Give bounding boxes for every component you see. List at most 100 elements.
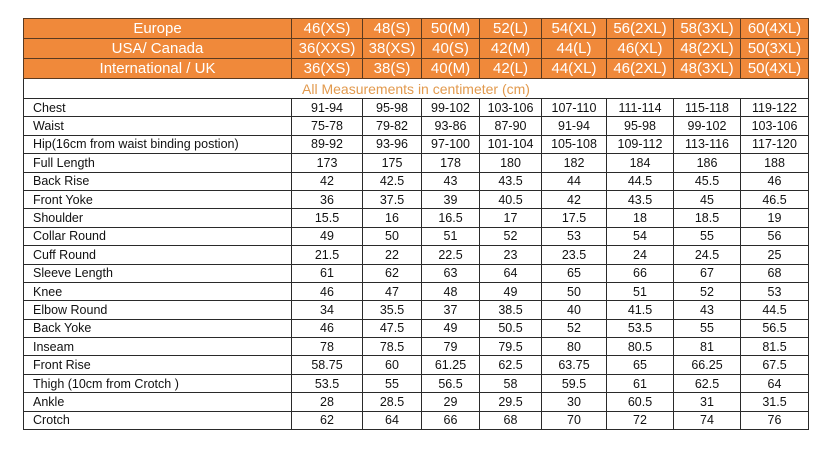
- measurement-value: 44.5: [740, 300, 809, 320]
- measurement-value: 43: [673, 300, 741, 320]
- size-header-row: Europe 46(XS) 48(S) 50(M) 52(L) 54(XL) 56(2XL)…: [23, 18, 809, 39]
- table-row: Cuff Round 21.5 22 22.5 23 23.5 24 24.5 25: [23, 245, 809, 265]
- table-row: Chest 91-94 95-98 99-102 103-106 107-110 111-1…: [23, 97, 809, 118]
- measurement-label: Inseam: [23, 337, 292, 357]
- size-cell: 50(3XL): [740, 38, 809, 59]
- measurement-label: Chest: [23, 97, 292, 118]
- measurement-value: 29: [421, 392, 480, 412]
- table-row: Shoulder 15.5 16 16.5 17 17.5 18 18.5 19: [23, 208, 809, 228]
- measurement-value: 54: [606, 226, 674, 247]
- measurement-value: 115-118: [673, 97, 741, 118]
- measurement-value: 50.5: [479, 318, 542, 339]
- measurement-value: 59.5: [541, 373, 607, 394]
- measurement-value: 60.5: [606, 392, 674, 412]
- measurement-value: 47.5: [362, 318, 422, 339]
- measurement-value: 66: [421, 410, 480, 431]
- measurement-value: 42.5: [362, 171, 422, 191]
- measurement-value: 107-110: [541, 97, 607, 118]
- measurement-value: 56: [740, 226, 809, 247]
- measurement-value: 186: [673, 153, 741, 173]
- measurement-label: Sleeve Length: [23, 263, 292, 283]
- measurement-value: 119-122: [740, 97, 809, 118]
- size-cell: 56(2XL): [606, 18, 674, 39]
- size-cell: 42(L): [479, 58, 542, 79]
- unit-note-row: All Measurements in centimeter (cm): [23, 78, 809, 99]
- measurement-value: 67.5: [740, 355, 809, 375]
- measurement-value: 178: [421, 153, 480, 173]
- size-chart-table: Europe 46(XS) 48(S) 50(M) 52(L) 54(XL) 56(2XL)…: [23, 18, 809, 431]
- measurement-value: 79: [421, 337, 480, 357]
- measurement-value: 95-98: [606, 116, 674, 136]
- measurement-value: 17: [479, 208, 542, 228]
- table-row: Sleeve Length 61 62 63 64 65 66 67 68: [23, 263, 809, 283]
- measurement-value: 52: [673, 281, 741, 302]
- measurement-value: 51: [421, 226, 480, 247]
- measurement-value: 80: [541, 337, 607, 357]
- table-row: Front Yoke 36 37.5 39 40.5 42 43.5 45 46.5: [23, 189, 809, 210]
- size-cell: 38(S): [362, 58, 422, 79]
- size-system-label: USA/ Canada: [23, 38, 292, 59]
- measurement-value: 79-82: [362, 116, 422, 136]
- measurement-value: 56.5: [740, 318, 809, 339]
- measurement-value: 173: [291, 153, 363, 173]
- measurement-value: 21.5: [291, 245, 363, 265]
- measurement-value: 61: [606, 373, 674, 394]
- measurement-value: 103-106: [479, 97, 542, 118]
- measurement-value: 43.5: [479, 171, 542, 191]
- measurement-value: 52: [541, 318, 607, 339]
- measurement-label: Back Rise: [23, 171, 292, 191]
- size-cell: 50(4XL): [740, 58, 809, 79]
- table-row: Back Yoke 46 47.5 49 50.5 52 53.5 55 56.5: [23, 318, 809, 339]
- size-cell: 54(XL): [541, 18, 607, 39]
- size-cell: 48(2XL): [673, 38, 741, 59]
- size-system-label: International / UK: [23, 58, 292, 79]
- measurement-value: 66: [606, 263, 674, 283]
- size-cell: 40(M): [421, 58, 480, 79]
- measurement-value: 23.5: [541, 245, 607, 265]
- size-cell: 46(XL): [606, 38, 674, 59]
- measurement-value: 89-92: [291, 134, 363, 155]
- measurement-value: 34: [291, 300, 363, 320]
- measurement-value: 80.5: [606, 337, 674, 357]
- measurement-value: 64: [740, 373, 809, 394]
- measurement-value: 70: [541, 410, 607, 431]
- measurement-value: 67: [673, 263, 741, 283]
- measurement-value: 29.5: [479, 392, 542, 412]
- measurement-value: 37.5: [362, 189, 422, 210]
- measurement-value: 58: [479, 373, 542, 394]
- measurement-value: 19: [740, 208, 809, 228]
- measurement-value: 50: [541, 281, 607, 302]
- measurement-label: Ankle: [23, 392, 292, 412]
- measurement-value: 62: [362, 263, 422, 283]
- measurement-value: 184: [606, 153, 674, 173]
- measurement-value: 99-102: [673, 116, 741, 136]
- size-cell: 36(XXS): [291, 38, 363, 59]
- size-cell: 60(4XL): [740, 18, 809, 39]
- measurement-value: 87-90: [479, 116, 542, 136]
- measurement-label: Shoulder: [23, 208, 292, 228]
- measurement-value: 53.5: [291, 373, 363, 394]
- measurement-value: 22.5: [421, 245, 480, 265]
- table-row: Inseam 78 78.5 79 79.5 80 80.5 81 81.5: [23, 337, 809, 357]
- measurement-value: 93-96: [362, 134, 422, 155]
- measurement-label: Knee: [23, 281, 292, 302]
- measurement-value: 79.5: [479, 337, 542, 357]
- size-header-row: International / UK 36(XS) 38(S) 40(M) 42(L) 4…: [23, 58, 809, 79]
- measurement-value: 46.5: [740, 189, 809, 210]
- measurement-label: Crotch: [23, 410, 292, 431]
- measurement-value: 45: [673, 189, 741, 210]
- measurement-value: 42: [541, 189, 607, 210]
- measurement-value: 91-94: [541, 116, 607, 136]
- size-cell: 36(XS): [291, 58, 363, 79]
- measurement-value: 63.75: [541, 355, 607, 375]
- measurement-value: 105-108: [541, 134, 607, 155]
- measurement-label: Front Rise: [23, 355, 292, 375]
- measurement-value: 17.5: [541, 208, 607, 228]
- size-cell: 52(L): [479, 18, 542, 39]
- size-header-row: USA/ Canada 36(XXS) 38(XS) 40(S) 42(M) 44(L) 4…: [23, 38, 809, 59]
- table-row: Collar Round 49 50 51 52 53 54 55 56: [23, 226, 809, 247]
- measurement-value: 40: [541, 300, 607, 320]
- table-row: Back Rise 42 42.5 43 43.5 44 44.5 45.5 46: [23, 171, 809, 191]
- measurement-value: 64: [362, 410, 422, 431]
- size-cell: 48(S): [362, 18, 422, 39]
